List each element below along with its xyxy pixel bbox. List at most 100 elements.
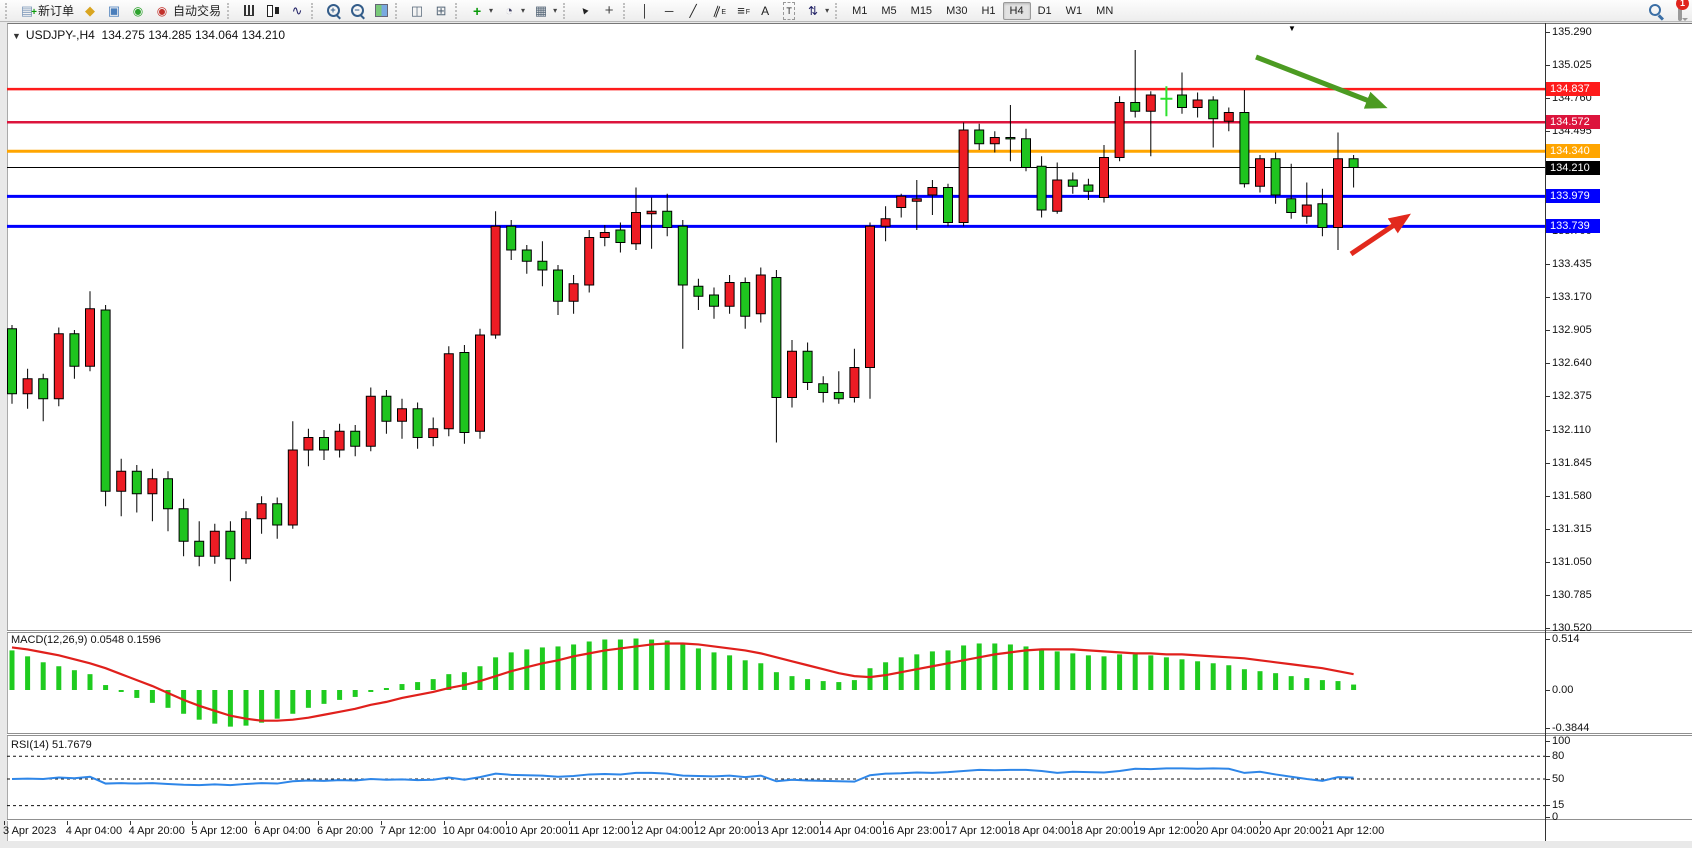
new-order-button[interactable]: 新订单 (15, 0, 78, 22)
macd-tick-label: 0.00 (1552, 683, 1574, 696)
toolbar-grip[interactable] (563, 2, 569, 19)
profile-icon (106, 3, 122, 19)
price-tick-label: 132.640 (1552, 357, 1592, 370)
time-axis-label: 19 Apr 12:00 (1133, 825, 1196, 837)
toolbar-grip[interactable] (623, 2, 629, 19)
time-tick-mark (694, 821, 696, 825)
price-tick-mark (1545, 462, 1550, 464)
track-chart-button[interactable] (429, 0, 453, 22)
timeframe-m5[interactable]: M5 (881, 4, 897, 17)
price-tick-label: 131.050 (1552, 556, 1592, 568)
candlestick-chart-button[interactable] (261, 0, 285, 22)
signals-button[interactable] (126, 0, 150, 22)
toolbar-grip[interactable] (395, 2, 401, 19)
time-tick-mark (129, 821, 131, 825)
channel-icon (709, 3, 726, 21)
timeframe-m1[interactable]: M1 (852, 4, 868, 17)
autotrading-button[interactable]: 自动交易 (150, 0, 225, 22)
zoom-out-button[interactable] (345, 0, 369, 22)
chevron-down-icon[interactable]: ▾ (825, 6, 830, 15)
time-axis-label: 11 Apr 12:00 (568, 825, 630, 837)
chevron-down-icon[interactable]: ▾ (521, 6, 526, 15)
main-macd-separator[interactable] (7, 630, 1692, 633)
toolbar-grip[interactable] (5, 2, 11, 19)
price-tick-mark (1545, 65, 1550, 67)
zoom-in-button[interactable] (321, 0, 345, 22)
indicators-button[interactable]: ▾ (465, 0, 497, 22)
toolbar-grip[interactable] (311, 2, 317, 19)
chart-seal-button[interactable] (78, 0, 102, 22)
toolbar-grip[interactable] (835, 2, 841, 19)
zoom-in-icon (325, 3, 341, 19)
macd-tick-mark (1545, 638, 1550, 640)
timeframe-d1[interactable]: D1 (1037, 4, 1052, 17)
horizontal-line-button[interactable] (657, 0, 681, 22)
time-tick-mark (192, 821, 194, 825)
timeframe-m30[interactable]: M30 (946, 4, 968, 17)
cursor-icon (577, 3, 593, 19)
fibonacci-button[interactable] (729, 0, 753, 22)
ohlc-readout: 134.275 134.285 134.064 134.210 (101, 28, 286, 42)
profile-button[interactable] (102, 0, 126, 22)
channel-button[interactable] (705, 0, 729, 22)
price-tick-mark (1545, 263, 1550, 265)
chevron-down-icon[interactable]: ▾ (553, 6, 558, 15)
time-axis-label: 3 Apr 2023 (3, 825, 57, 837)
auto-arrange-button[interactable] (405, 0, 429, 22)
price-tick-label: 131.315 (1552, 522, 1592, 535)
trendline-button[interactable] (681, 0, 705, 22)
chat-button[interactable]: 1 (1676, 0, 1689, 21)
chevron-down-icon[interactable]: ▾ (489, 6, 494, 15)
clock-icon (501, 3, 517, 19)
timeframe-h4[interactable]: H4 (1002, 1, 1031, 20)
timeframe-m15[interactable]: M15 (910, 4, 933, 17)
price-tick-label: 132.905 (1552, 324, 1592, 337)
price-tick-label: 131.845 (1552, 456, 1592, 469)
macd-tick-mark (1545, 727, 1550, 729)
current-price-line-price-label: 134.210 (1546, 160, 1600, 175)
timeframe-h1[interactable]: H1 (981, 4, 996, 17)
toolbar-grip[interactable] (455, 2, 461, 19)
tile-windows-button[interactable] (369, 0, 393, 22)
label-button[interactable] (777, 0, 801, 22)
price-tick-mark (1545, 297, 1550, 298)
macd-indicator-label: MACD(12,26,9) 0.0548 0.1596 (11, 634, 161, 646)
pivot-line-134340-price-label: 134.340 (1546, 144, 1600, 159)
time-tick-mark (1008, 821, 1010, 825)
resistance-line-134837-price-label: 134.837 (1546, 82, 1600, 97)
hline-icon (661, 3, 677, 19)
timeframe-mn[interactable]: MN (1096, 4, 1114, 17)
time-axis-label: 4 Apr 20:00 (128, 825, 185, 837)
vertical-line-button[interactable] (633, 0, 657, 22)
chart-window[interactable] (7, 23, 1692, 841)
indicator-add-icon (469, 3, 485, 19)
line-chart-button[interactable] (285, 0, 309, 22)
time-axis-label: 10 Apr 04:00 (442, 825, 505, 837)
timeframe-w1[interactable]: W1 (1065, 4, 1083, 17)
time-tick-mark (883, 821, 885, 825)
arrows-button[interactable]: ▾ (801, 0, 833, 22)
rsi-tick-mark (1545, 816, 1550, 818)
rsi-timeaxis-separator (7, 819, 1692, 821)
crosshair-button[interactable] (597, 0, 621, 22)
new-order-icon (19, 3, 37, 21)
bar-chart-button[interactable] (237, 0, 261, 22)
text-button[interactable] (753, 0, 777, 22)
toolbar-right: 1 (1648, 0, 1689, 22)
main-toolbar: 新订单 自动交易 ▾ ▾ ▾ ▾ M1 M5 M15 M30 H1 H4 D1 W1 MN (0, 0, 1692, 22)
time-axis-label: 18 Apr 04:00 (1007, 825, 1071, 837)
periods-button[interactable]: ▾ (497, 0, 529, 22)
toolbar-grip[interactable] (227, 2, 233, 19)
search-icon[interactable] (1648, 3, 1664, 19)
trendline-icon (685, 3, 701, 19)
cursor-button[interactable] (573, 0, 597, 22)
resistance-line-134572-price-label: 134.572 (1546, 115, 1600, 130)
macd-rsi-separator[interactable] (7, 733, 1692, 736)
chart-shift-marker: ▼ (1288, 24, 1296, 33)
chart-collapse-caret[interactable]: ▼ (12, 31, 21, 41)
templates-button[interactable]: ▾ (529, 0, 561, 22)
macd-tick-label: 0.514 (1552, 632, 1580, 645)
rsi-tick-label: 0 (1552, 810, 1559, 823)
time-tick-mark (66, 821, 68, 825)
seal-icon (82, 3, 98, 19)
